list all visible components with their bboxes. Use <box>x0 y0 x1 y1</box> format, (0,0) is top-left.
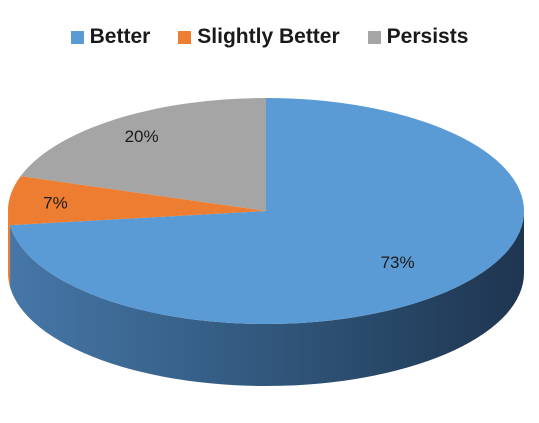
legend-swatch-slightly-better <box>178 30 192 44</box>
data-label-better: 73% <box>381 253 415 272</box>
pie-slices <box>8 98 524 324</box>
legend-swatch-better <box>70 30 84 44</box>
legend-label-persists: Persists <box>386 25 469 48</box>
legend-item-persists: Persists <box>367 25 469 49</box>
legend-item-slightly-better: Slightly Better <box>178 25 340 49</box>
chart-legend: Better Slightly Better Persists <box>0 22 539 52</box>
pie-side-better <box>10 211 524 387</box>
pie-slice-better <box>10 98 524 324</box>
legend-label-better: Better <box>89 25 151 48</box>
legend-swatch-persists <box>367 30 381 44</box>
data-label-persists: 20% <box>125 127 159 146</box>
data-label-slightly-better: 7% <box>43 193 68 212</box>
pie-data-labels: 73% 7% 20% <box>43 127 415 272</box>
legend-label-slightly-better: Slightly Better <box>197 25 340 48</box>
pie-slice-persists <box>20 98 267 211</box>
pie-sides <box>8 211 524 387</box>
pie-side-slightly-better <box>8 211 11 288</box>
pie-slice-slightly-better <box>8 176 267 226</box>
legend-item-better: Better <box>70 25 151 49</box>
